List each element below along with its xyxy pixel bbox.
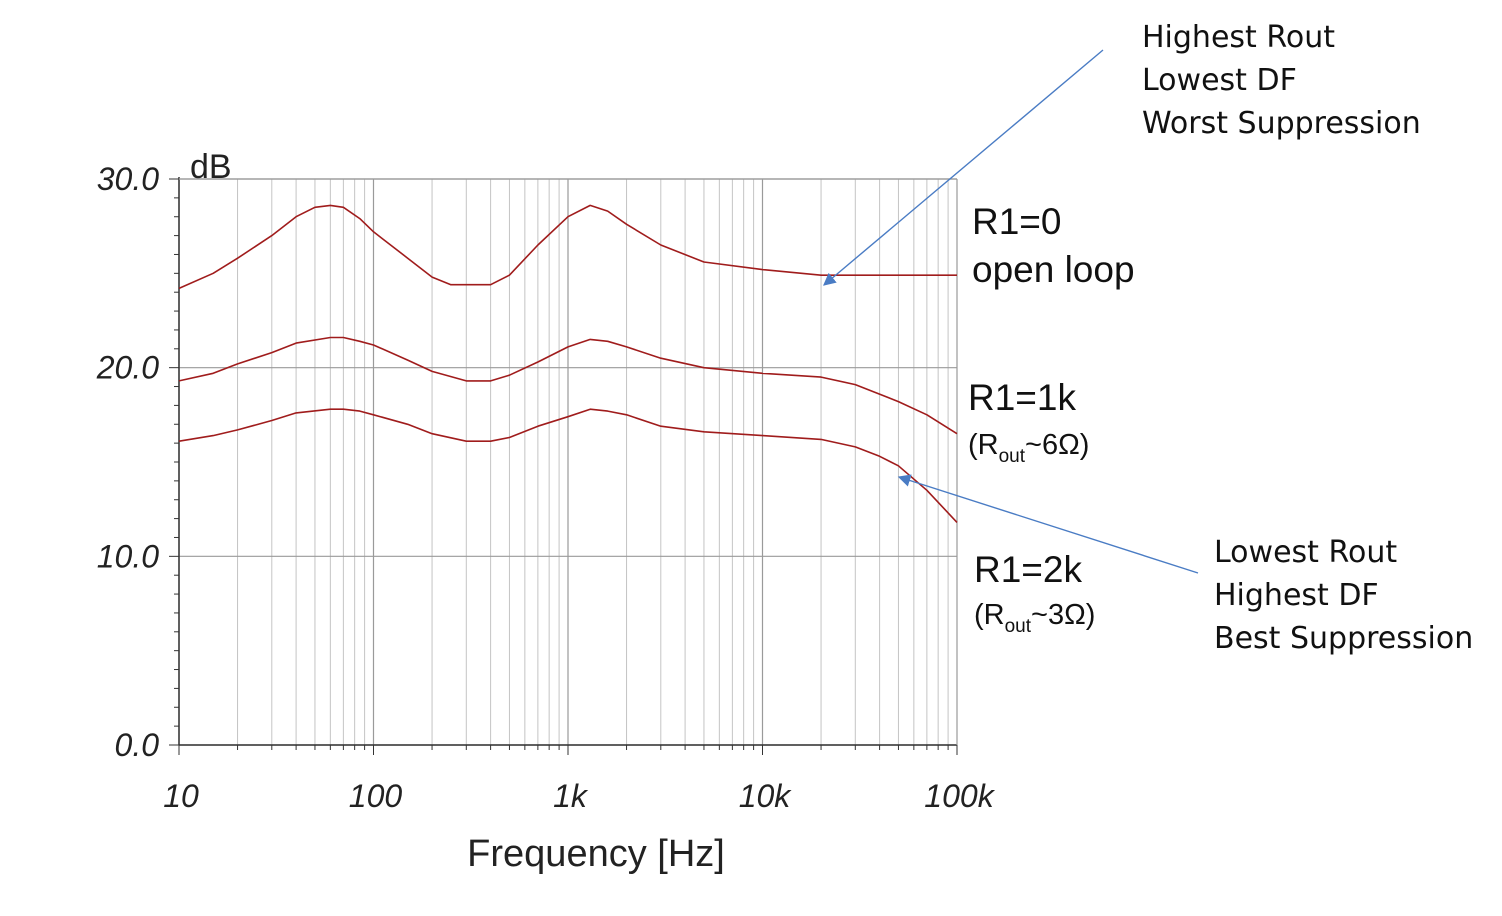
annotation-line: Highest DF — [1214, 578, 1379, 613]
y-tick-labels: 0.0 10.0 20.0 30.0 — [96, 161, 159, 763]
y-tick-label: 30.0 — [97, 161, 159, 197]
annotation-line: Best Suppression — [1214, 621, 1473, 656]
x-tick-label: 1k — [553, 778, 589, 814]
annotation-arrow — [823, 49, 1104, 286]
x-tick-labels: 10 100 1k 10k 100k — [163, 778, 995, 814]
y-tick-label: 20.0 — [96, 350, 159, 386]
y-tick-label: 0.0 — [115, 727, 160, 763]
series-line-2 — [178, 336, 958, 435]
annotation-line: Highest Rout — [1142, 20, 1335, 55]
series-sublabel-rout-6ohm: (Rout~6Ω) — [968, 429, 1089, 467]
x-axis-label: Frequency [Hz] — [467, 833, 725, 875]
x-tick-label: 100 — [349, 778, 403, 814]
x-tick-label: 10 — [163, 778, 199, 814]
x-tick-label: 100k — [924, 778, 995, 814]
minor-gridlines — [237, 179, 949, 745]
series-lines — [178, 204, 958, 523]
series-label-r1-2k: R1=2k — [974, 549, 1082, 590]
annotation-line: Worst Suppression — [1142, 106, 1421, 141]
annotation-worst-suppression: Highest Rout Lowest DF Worst Suppression — [823, 20, 1421, 286]
series-sublabel-open-loop: open loop — [972, 249, 1135, 290]
series-sublabel-rout-3ohm: (Rout~3Ω) — [974, 599, 1095, 637]
annotation-line: Lowest Rout — [1214, 535, 1397, 570]
annotation-line: Lowest DF — [1142, 63, 1297, 98]
series-label-r1-0: R1=0 — [972, 201, 1061, 242]
axes — [169, 177, 958, 755]
series-label-r1-1k: R1=1k — [968, 377, 1076, 418]
series-line-1 — [178, 204, 957, 290]
y-tick-label: 10.0 — [97, 538, 159, 574]
x-tick-label: 10k — [739, 778, 793, 814]
y-axis-unit-label: dB — [190, 148, 232, 186]
annotation-best-suppression: Lowest Rout Highest DF Best Suppression — [897, 474, 1473, 656]
series-line-3 — [178, 408, 958, 523]
annotation-arrow — [897, 474, 1199, 574]
